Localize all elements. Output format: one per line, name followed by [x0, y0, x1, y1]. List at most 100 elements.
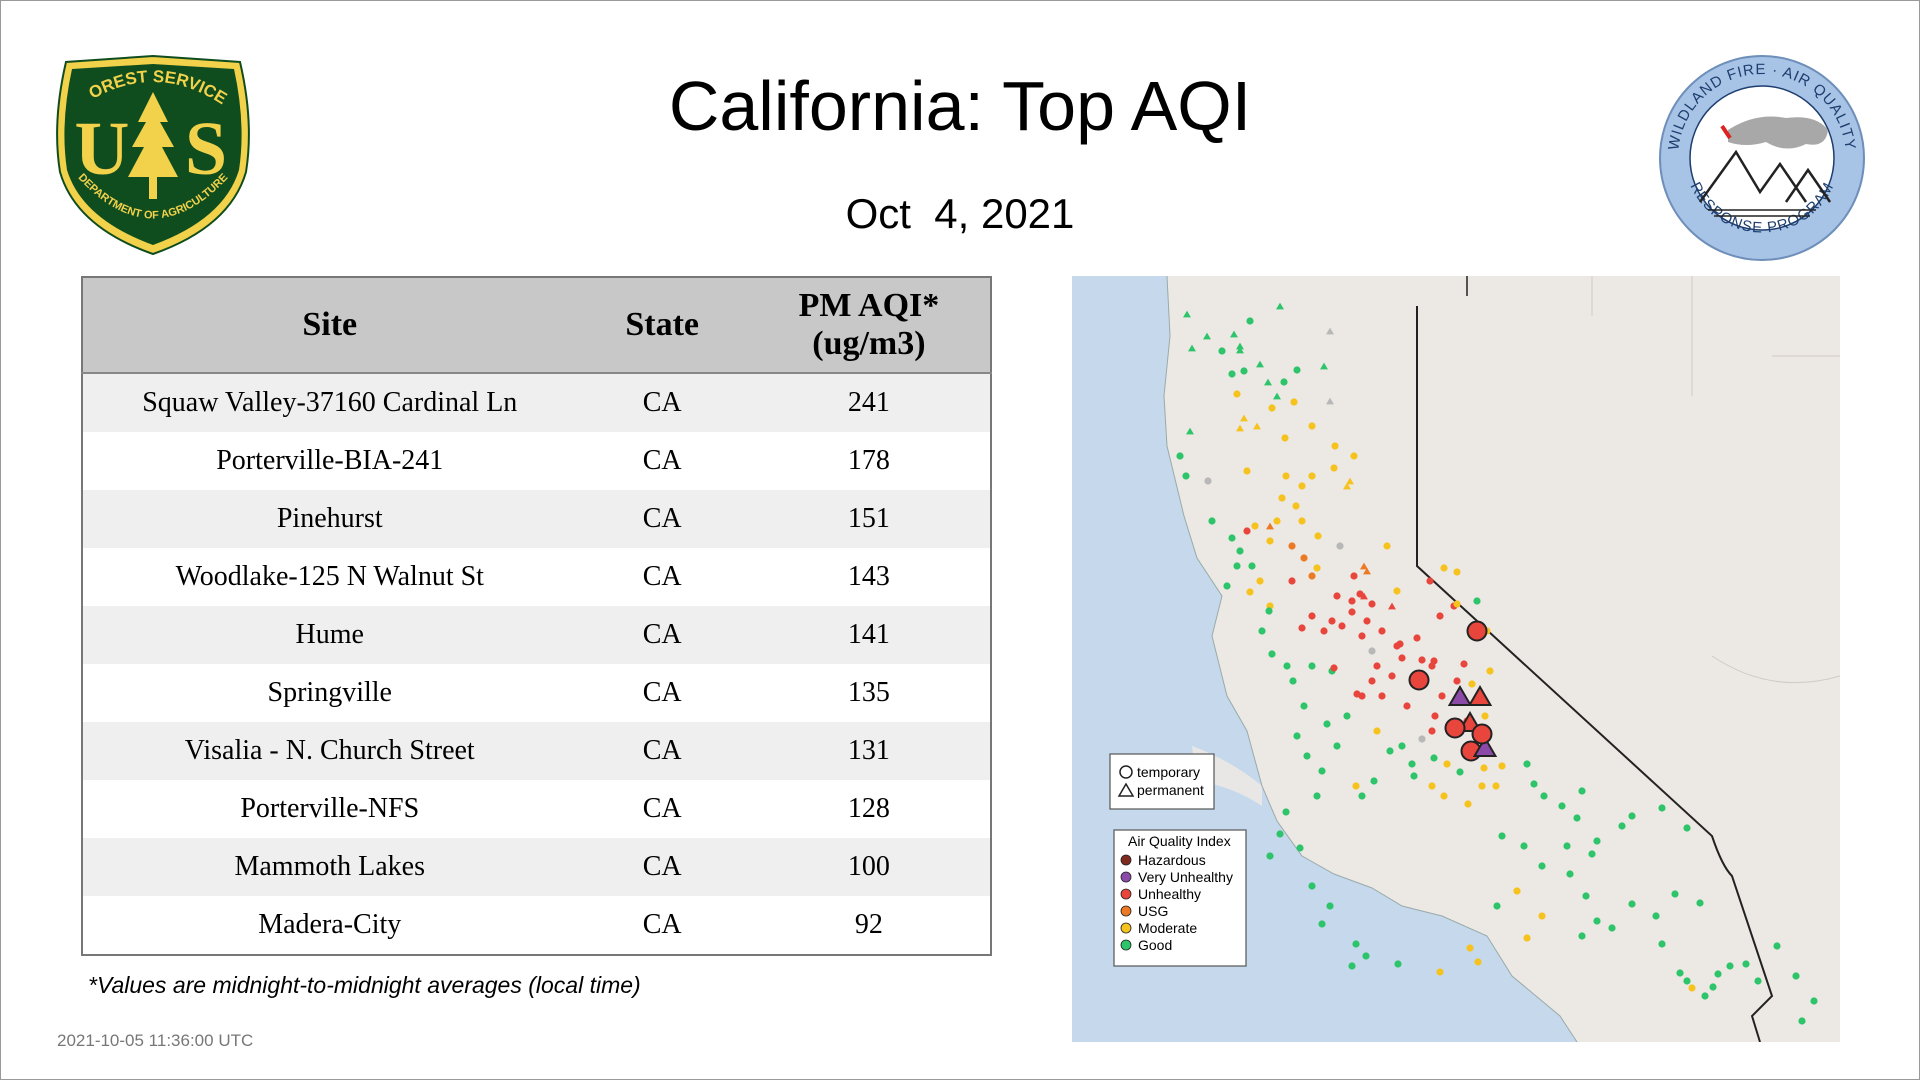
temporary-site-marker [1278, 494, 1286, 502]
temporary-site-marker [1523, 934, 1531, 942]
aqi-legend-label: Moderate [1138, 920, 1197, 936]
temporary-site-marker [1258, 627, 1266, 635]
permanent-site-marker [1447, 684, 1473, 707]
temporary-site-marker [1352, 782, 1360, 790]
permanent-site-marker [1183, 310, 1191, 318]
temporary-site-marker [1298, 482, 1306, 490]
forest-service-shield-icon: FOREST SERVICE U S DEPARTMENT OF AGRICUL… [50, 52, 250, 256]
permanent-site-marker [1230, 330, 1238, 338]
temporary-site-marker [1276, 830, 1284, 838]
mountains-icon [1698, 149, 1808, 203]
temporary-site-marker [1798, 1017, 1806, 1025]
temporary-site-marker [1298, 517, 1306, 525]
permanent-site-marker [1360, 562, 1368, 570]
timestamp: 2021-10-05 11:36:00 UTC [57, 1031, 254, 1050]
header-state: State [576, 277, 748, 374]
temporary-site-marker [1208, 517, 1216, 525]
temporary-site-marker [1436, 968, 1444, 976]
temporary-site-marker [1754, 977, 1762, 985]
temporary-site-marker [1430, 657, 1438, 665]
temporary-site-marker [1582, 892, 1590, 900]
cell-aqi: 128 [747, 780, 991, 838]
temporary-site-marker [1308, 882, 1316, 890]
temporary-site-marker [1240, 367, 1248, 375]
temporary-site-marker [1333, 592, 1341, 600]
temporary-site-marker [1492, 782, 1500, 790]
cell-state: CA [576, 722, 748, 780]
cell-site: Hume [82, 606, 577, 664]
temporary-site-marker [1356, 590, 1364, 598]
top-aqi-table: Site State PM AQI* (ug/m3) Squaw Valley-… [81, 276, 992, 956]
temporary-site-marker [1323, 720, 1331, 728]
temporary-site-marker [1313, 564, 1321, 572]
temporary-site-marker [1298, 624, 1306, 632]
aqi-legend-swatch [1120, 871, 1132, 883]
temporary-site-marker [1430, 754, 1438, 762]
temporary-site-marker [1608, 924, 1616, 932]
temporary-site-marker [1348, 608, 1356, 616]
temporary-site-marker [1243, 467, 1251, 475]
cell-aqi: 131 [747, 722, 991, 780]
temporary-site-marker [1440, 792, 1448, 800]
temporary-site-marker [1362, 952, 1370, 960]
temporary-site-marker [1368, 647, 1376, 655]
fs-logo-letter-s: S [185, 107, 227, 191]
temporary-site-marker [1393, 587, 1401, 595]
temporary-site-marker [1792, 972, 1800, 980]
temporary-site-marker [1328, 617, 1336, 625]
cell-site: Porterville-BIA-241 [82, 432, 577, 490]
permanent-site-marker [1343, 482, 1351, 490]
temporary-site-marker [1292, 502, 1300, 510]
cell-state: CA [576, 432, 748, 490]
permanent-site-marker [1203, 332, 1211, 340]
table-row: Pinehurst CA 151 [82, 490, 991, 548]
aqi-legend-swatch [1120, 905, 1132, 917]
temporary-site-marker [1282, 472, 1290, 480]
temporary-site-marker [1223, 582, 1231, 590]
fs-logo-letter-u: U [75, 107, 130, 191]
temporary-site-marker [1283, 662, 1291, 670]
report-date: Oct 4, 2021 [845, 190, 1075, 237]
temporary-site-marker [1338, 622, 1346, 630]
permanent-site-marker [1276, 302, 1284, 310]
temporary-site-marker [1714, 970, 1722, 978]
temporary-site-marker [1281, 434, 1289, 442]
temporary-site-marker [1701, 992, 1709, 1000]
temporary-site-marker [1810, 997, 1818, 1005]
temporary-site-marker [1658, 940, 1666, 948]
legend-permanent-label: permanent [1137, 782, 1204, 798]
temporary-site-marker [1358, 792, 1366, 800]
header-pm-aqi-line2: (ug/m3) [812, 325, 926, 362]
temporary-site-marker [1588, 850, 1596, 858]
legend-temporary-label: temporary [1137, 764, 1200, 780]
temporary-site-marker [1709, 983, 1717, 991]
temporary-site-marker [1464, 800, 1472, 808]
temporary-site-marker [1393, 642, 1401, 650]
temporary-site-marker [1426, 577, 1434, 585]
temporary-site-marker [1293, 732, 1301, 740]
temporary-site-marker [1683, 824, 1691, 832]
temporary-site-marker [1652, 912, 1660, 920]
temporary-site-marker [1350, 572, 1358, 580]
temporary-site-marker [1318, 767, 1326, 775]
temporary-site-marker [1288, 577, 1296, 585]
temporary-site-marker [1204, 477, 1212, 485]
temporary-site-marker [1352, 940, 1360, 948]
temporary-site-marker [1386, 747, 1394, 755]
temporary-site-marker [1428, 727, 1436, 735]
header-pm-aqi: PM AQI* (ug/m3) [747, 277, 991, 374]
temporary-site-marker [1453, 568, 1461, 576]
temporary-site-marker [1676, 969, 1684, 977]
permanent-site-marker [1240, 414, 1248, 422]
temporary-site-marker [1265, 607, 1273, 615]
temporary-site-marker [1348, 962, 1356, 970]
page-title: California: Top AQI [668, 67, 1252, 145]
temporary-site-marker [1326, 902, 1334, 910]
aqi-legend-swatch [1120, 922, 1132, 934]
permanent-site-marker [1388, 602, 1396, 610]
temporary-site-marker [1444, 717, 1466, 739]
temporary-site-marker [1331, 442, 1339, 450]
temporary-site-marker [1413, 634, 1421, 642]
temporary-site-marker [1268, 404, 1276, 412]
temporary-site-marker [1671, 890, 1679, 898]
